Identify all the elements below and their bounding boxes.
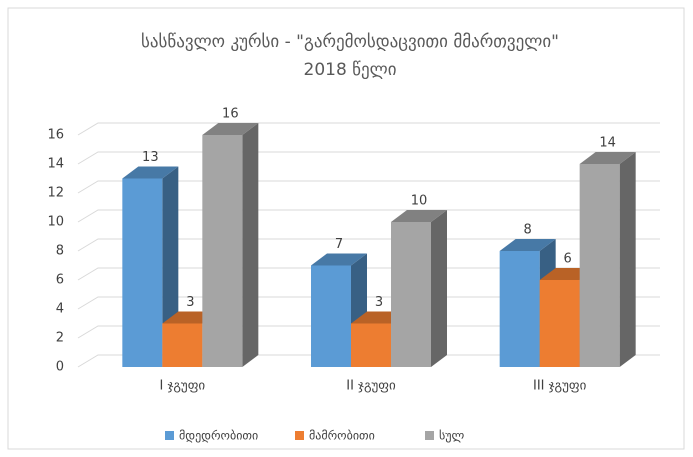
bar-front — [162, 323, 203, 367]
legend-label: მდედრობითი — [179, 429, 258, 443]
legend-label: სულ — [439, 429, 465, 443]
y-tick-label: 4 — [56, 302, 64, 317]
data-label: 3 — [375, 295, 383, 310]
grid-line — [77, 209, 660, 223]
bar-front — [311, 265, 351, 367]
bar-top — [391, 210, 447, 222]
grid-line — [77, 180, 660, 194]
y-tick-label: 14 — [47, 157, 64, 172]
chart-border — [7, 7, 685, 450]
bar — [202, 123, 259, 367]
data-label: 14 — [599, 136, 616, 151]
bar-front — [391, 222, 431, 367]
y-tick-label: 6 — [56, 273, 64, 288]
grid-line — [77, 296, 660, 310]
bar-front — [539, 280, 580, 367]
bar-top — [311, 253, 367, 266]
bar-front — [351, 323, 391, 367]
bar-top — [202, 123, 259, 135]
bar-top — [579, 152, 636, 164]
data-label: 6 — [564, 252, 572, 267]
bar-side — [619, 152, 636, 367]
legend-swatch — [165, 431, 174, 440]
bar-front — [579, 164, 620, 367]
data-label: 3 — [186, 295, 194, 310]
y-tick-label: 16 — [47, 128, 64, 143]
bar — [579, 152, 636, 367]
chart-title: სასწავლო კურსი - "გარემოსდაცვითი მმართვე… — [141, 32, 559, 52]
chart-subtitle: 2018 წელი — [304, 60, 397, 80]
bar-top — [499, 239, 556, 251]
grid-line — [77, 354, 660, 368]
y-tick-label: 12 — [47, 186, 64, 201]
y-tick-label: 2 — [56, 331, 64, 346]
legend-swatch — [425, 431, 434, 440]
x-tick-label: II ჯგუფი — [346, 379, 396, 394]
data-label: 7 — [335, 237, 343, 252]
bar-side — [431, 210, 447, 367]
legend-label: მამრობითი — [309, 429, 375, 443]
grid-line — [77, 238, 660, 252]
grid-line — [77, 151, 660, 165]
y-tick-label: 10 — [47, 215, 64, 230]
legend-swatch — [295, 431, 304, 440]
y-tick-label: 8 — [56, 244, 64, 259]
bar-top — [122, 166, 179, 179]
data-label: 16 — [222, 107, 239, 122]
grid-line — [77, 122, 660, 136]
data-label: 10 — [411, 194, 428, 209]
bar-front — [122, 178, 163, 367]
x-tick-label: I ჯგუფი — [159, 379, 205, 394]
grid-line — [77, 325, 660, 339]
x-tick-label: III ჯგუფი — [533, 379, 587, 394]
bar-front — [202, 135, 243, 367]
bar — [391, 210, 447, 367]
data-label: 8 — [524, 223, 532, 238]
data-label: 13 — [142, 150, 159, 165]
grid-line — [77, 267, 660, 281]
bar-front — [499, 251, 540, 367]
bar-side — [242, 123, 259, 367]
y-tick-label: 0 — [56, 360, 64, 375]
